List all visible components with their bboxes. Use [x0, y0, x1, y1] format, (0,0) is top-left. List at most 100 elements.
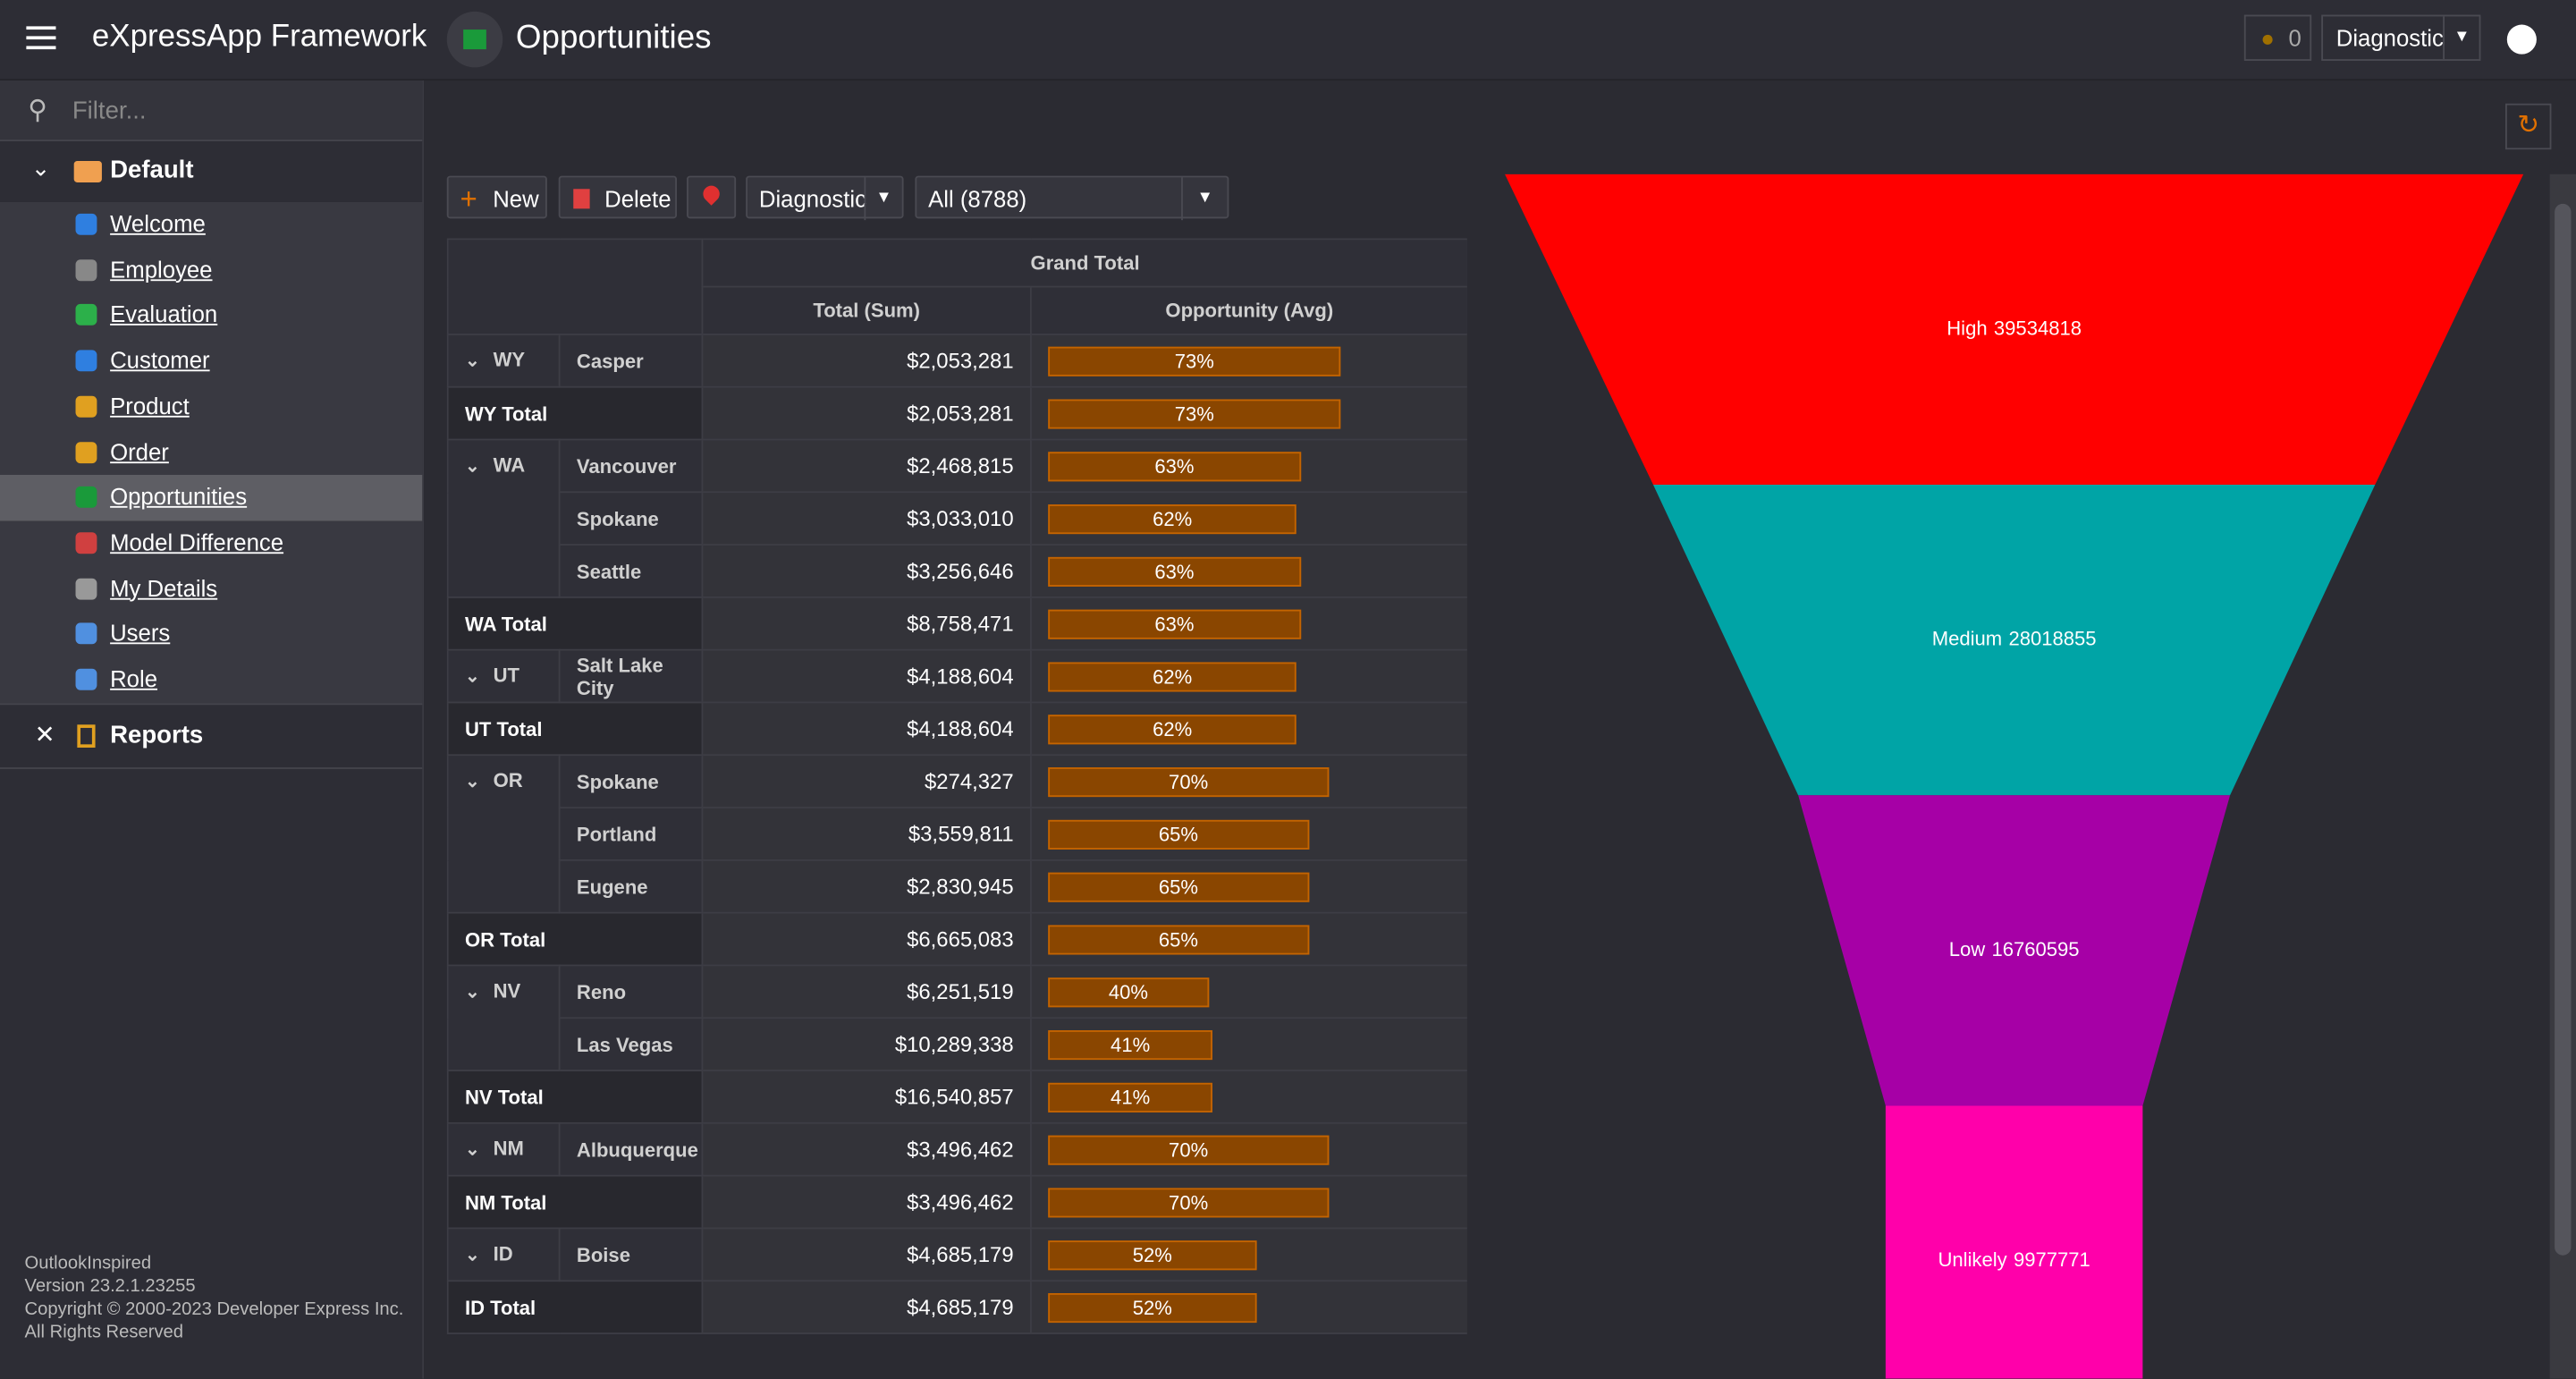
nav-item[interactable]: Welcome [0, 202, 422, 248]
mode-dropdown[interactable]: Diagnostic ▼ [746, 175, 904, 221]
expand-icon: ⌄ [464, 666, 480, 688]
state-cell[interactable]: ⌄ NM [446, 1121, 561, 1177]
footer-line: All Rights Reserved [24, 1323, 184, 1343]
funnel-value: 28018855 [2008, 627, 2096, 649]
avg-cell: 65% [1030, 859, 1467, 914]
sum-cell: $4,685,179 [701, 1280, 1032, 1334]
avg-bar: 70% [1048, 766, 1330, 797]
user-icon[interactable] [2506, 24, 2537, 55]
pivot-row: ⌄ NV Reno $6,251,519 40% [446, 964, 1467, 1071]
avg-bar: 73% [1048, 398, 1341, 428]
nav-icon [75, 304, 97, 326]
nav-label: Employee [110, 256, 213, 283]
column-header: Opportunity (Avg) [1030, 285, 1467, 335]
avg-bar: 65% [1048, 871, 1309, 901]
city-cell: Albuquerque [558, 1121, 704, 1177]
filter-box[interactable]: ⚲ Filter... [0, 80, 423, 142]
city-cell: Salt Lake City [558, 648, 704, 704]
sum-cell: $6,665,083 [701, 911, 1032, 967]
avg-cell: 62% [1030, 491, 1467, 546]
avg-cell: 63% [1030, 544, 1467, 598]
nav-item[interactable]: Order [0, 429, 422, 475]
total-row: UT Total $4,188,604 62% [446, 701, 1467, 757]
footer-line: Version 23.2.1.23255 [24, 1276, 196, 1297]
sum-cell: $274,327 [701, 754, 1032, 808]
user-mode[interactable]: Diagnostic ▼ [2321, 14, 2481, 61]
avg-bar: 62% [1048, 714, 1297, 744]
filter-dropdown[interactable]: All (8788) ▼ [915, 175, 1229, 221]
mode-label: Diagnostic [758, 185, 866, 213]
menu-button[interactable] [26, 26, 56, 30]
nav-item[interactable]: Opportunities [0, 475, 423, 521]
corner [446, 238, 704, 335]
delete-button[interactable]: Delete [558, 175, 677, 219]
city-cell: Vancouver [558, 438, 704, 494]
nav-item[interactable]: Role [0, 657, 422, 703]
app-title: eXpressApp Framework [91, 20, 427, 55]
pivot-row: ⌄ NM Albuquerque $3,496,462 70% [446, 1121, 1467, 1177]
new-button[interactable]: + New [446, 175, 547, 219]
map-button[interactable] [687, 175, 737, 219]
nav-item[interactable]: Product [0, 385, 422, 430]
avg-bar: 62% [1048, 661, 1297, 691]
nav-item[interactable]: Employee [0, 248, 422, 293]
funnel-value: 39534818 [1994, 317, 2082, 339]
total-row: NM Total $3,496,462 70% [446, 1174, 1467, 1230]
state-cell[interactable]: ⌄ WY [446, 333, 561, 388]
filter-placeholder: Filter... [72, 97, 147, 125]
nav-item[interactable]: Evaluation [0, 293, 422, 339]
state-cell[interactable]: ⌄ WA [446, 438, 561, 598]
pivot-row: ⌄ ID Boise $4,685,179 52% [446, 1227, 1467, 1282]
state-label: ID [493, 1242, 513, 1265]
state-cell[interactable]: ⌄ UT [446, 648, 561, 704]
refresh-button[interactable]: ↻ [2504, 103, 2552, 150]
state-label: WY [493, 348, 526, 372]
total-label: NM Total [446, 1174, 704, 1230]
nav-item[interactable]: Users [0, 612, 422, 657]
funnel-category: Unlikely [1938, 1248, 2006, 1271]
scrollbar[interactable] [2549, 173, 2576, 1379]
total-label: WY Total [446, 385, 704, 441]
funnel-category: Low [1949, 938, 1986, 960]
city-cell: Portland [558, 807, 704, 861]
state-cell[interactable]: ⌄ ID [446, 1227, 561, 1282]
sum-cell: $3,033,010 [701, 491, 1032, 546]
total-label: ID Total [446, 1280, 704, 1334]
total-label: NV Total [446, 1070, 704, 1124]
nav-group[interactable]: ⌄ Default [0, 140, 423, 204]
notifications[interactable]: ● 0 [2243, 14, 2312, 61]
avg-cell: 65% [1030, 807, 1467, 861]
total-row: NV Total $16,540,857 41% [446, 1070, 1467, 1124]
state-label: WA [493, 453, 526, 477]
nav-group[interactable]: ✕ Reports [0, 703, 423, 769]
state-cell[interactable]: ⌄ OR [446, 754, 561, 914]
funnel-label: Unlikely 9977771 [1938, 1248, 2090, 1271]
footer-line: OutlookInspired [24, 1253, 152, 1273]
avg-cell: 73% [1030, 333, 1467, 388]
city-cell: Reno [558, 964, 704, 1019]
funnel-category: High [1947, 317, 1987, 339]
sidebar-footer: OutlookInspired Version 23.2.1.23255 Copyr… [25, 1252, 404, 1344]
notification-count: 0 [2288, 24, 2302, 51]
sum-cell: $4,188,604 [701, 701, 1032, 757]
avg-cell: 52% [1030, 1227, 1467, 1282]
nav-item[interactable]: Model Difference [0, 520, 422, 566]
pivot-row: ⌄ UT Salt Lake City $4,188,604 62% [446, 648, 1467, 704]
expand-icon: ⌄ [464, 772, 480, 792]
avg-bar: 40% [1048, 977, 1209, 1007]
city-cell: Boise [558, 1227, 704, 1282]
expand-icon: ⌄ [464, 351, 480, 372]
pivot-table: Grand Total Total (Sum) Opportunity (Avg)… [446, 238, 1467, 1334]
state-cell[interactable]: ⌄ NV [446, 964, 561, 1071]
sum-cell: $2,468,815 [701, 438, 1032, 494]
nav-item[interactable]: Customer [0, 339, 422, 385]
nav-label: Users [110, 620, 171, 647]
avg-cell: 70% [1030, 1174, 1467, 1230]
city-cell: Spokane [558, 491, 704, 546]
sum-cell: $2,830,945 [701, 859, 1032, 914]
total-row: OR Total $6,665,083 65% [446, 911, 1467, 967]
nav-icon [75, 622, 97, 645]
nav-item[interactable]: My Details [0, 566, 422, 612]
